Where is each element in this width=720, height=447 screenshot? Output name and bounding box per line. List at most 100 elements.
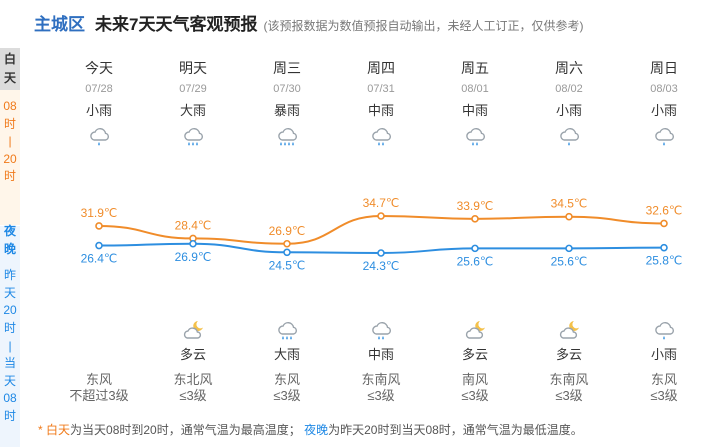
moderate-rain-icon bbox=[336, 318, 426, 342]
low-temp-label: 26.4℃ bbox=[81, 252, 118, 266]
day-weather: 小雨 bbox=[555, 103, 582, 118]
wind-level: ≤3级 bbox=[461, 388, 489, 403]
day-column: 周六 08/02 小雨 bbox=[524, 58, 614, 148]
high-temp-label: 28.4℃ bbox=[175, 218, 212, 232]
day-weather: 中雨 bbox=[461, 103, 488, 118]
day-name: 周五 bbox=[461, 60, 489, 76]
high-temp-label: 34.5℃ bbox=[551, 197, 588, 211]
partly-cloudy-night-icon bbox=[148, 318, 238, 342]
light-rain-icon bbox=[524, 124, 614, 148]
page-title: 未来7天天气客观预报 bbox=[95, 15, 258, 34]
wind-direction: 东风 bbox=[85, 372, 112, 387]
day-weather: 中雨 bbox=[367, 103, 394, 118]
night-weather: 多云 bbox=[179, 347, 206, 362]
wind-direction: 东北风 bbox=[173, 372, 213, 387]
moderate-rain-icon bbox=[430, 124, 520, 148]
rainstorm-icon bbox=[242, 124, 332, 148]
heavy-rain-icon bbox=[148, 124, 238, 148]
day-weather: 小雨 bbox=[85, 103, 112, 118]
footer-note: * 白天为当天08时到20时，通常气温为最高温度； 夜晚为昨天20时到当天08时… bbox=[38, 423, 583, 437]
date: 07/29 bbox=[179, 83, 207, 95]
day-weather: 大雨 bbox=[179, 103, 206, 118]
high-temp-point bbox=[283, 239, 291, 248]
wind-level: ≤3级 bbox=[273, 388, 301, 403]
night-column: 小雨东风 ≤3级 bbox=[619, 316, 709, 404]
day-column: 明天 07/29 大雨 bbox=[148, 58, 238, 148]
night-column: 中雨东南风 ≤3级 bbox=[336, 316, 426, 404]
footer-day-term: 白天 bbox=[46, 423, 71, 437]
high-temp-point bbox=[471, 215, 479, 223]
partly-cloudy-night-icon bbox=[430, 318, 520, 342]
wind-direction: 东南风 bbox=[361, 372, 401, 387]
night-column: 东风 不超过3级 bbox=[54, 316, 144, 404]
wind-level: ≤3级 bbox=[179, 388, 207, 403]
low-temp-label: 25.6℃ bbox=[457, 254, 494, 268]
wind-direction: 东风 bbox=[650, 372, 677, 387]
low-temp-point bbox=[660, 243, 668, 252]
wind-level: 不超过3级 bbox=[69, 388, 129, 403]
low-temp-label: 26.9℃ bbox=[175, 250, 212, 264]
day-name: 周日 bbox=[650, 60, 678, 76]
wind-level: ≤3级 bbox=[650, 388, 678, 403]
heavy-rain-icon bbox=[242, 318, 332, 342]
date: 08/02 bbox=[555, 83, 583, 95]
low-temp-point bbox=[95, 241, 103, 250]
footer-night-term: 夜晚 bbox=[304, 423, 329, 437]
day-weather: 小雨 bbox=[650, 103, 677, 118]
high-temp-point bbox=[660, 219, 668, 228]
night-column: 多云东北风 ≤3级 bbox=[148, 316, 238, 404]
page-header: 主城区 未来7天天气客观预报 (该预报数据为数值预报自动输出，未经人工订正，仅供参考… bbox=[34, 10, 584, 34]
night-side-label: 夜晚 昨 天 20 时 | 当 天 08 时 bbox=[0, 224, 20, 447]
date: 08/01 bbox=[461, 83, 489, 95]
low-temp-point bbox=[189, 239, 197, 248]
day-weather: 暴雨 bbox=[273, 103, 300, 118]
night-weather: 多云 bbox=[461, 347, 488, 362]
night-column: 多云南风 ≤3级 bbox=[430, 316, 520, 404]
night-column: 多云东南风 ≤3级 bbox=[524, 316, 614, 404]
low-temp-point bbox=[471, 244, 479, 253]
daytime-side-label: 白天 08 时 | 20 时 bbox=[0, 48, 20, 225]
night-weather: 多云 bbox=[555, 347, 582, 362]
high-temp-label: 26.9℃ bbox=[269, 224, 306, 238]
night-column: 大雨 东风 ≤3级 bbox=[242, 316, 332, 404]
day-name: 明天 bbox=[179, 60, 207, 76]
light-rain-icon bbox=[54, 124, 144, 148]
partly-cloudy-night-icon bbox=[524, 318, 614, 342]
wind-level: ≤3级 bbox=[555, 388, 583, 403]
disclaimer-note: (该预报数据为数值预报自动输出，未经人工订正，仅供参考) bbox=[263, 19, 584, 33]
low-temp-label: 25.6℃ bbox=[551, 254, 588, 268]
low-temp-point bbox=[283, 248, 291, 257]
high-temp-point bbox=[95, 222, 103, 230]
day-name: 今天 bbox=[85, 60, 113, 76]
light-rain-icon bbox=[619, 124, 709, 148]
night-weather: 中雨 bbox=[367, 347, 394, 362]
high-temp-label: 34.7℃ bbox=[363, 196, 400, 210]
low-temp-label: 25.8℃ bbox=[646, 254, 683, 268]
high-temp-point bbox=[565, 212, 573, 221]
day-name: 周六 bbox=[555, 60, 583, 76]
low-temp-point bbox=[377, 249, 385, 257]
day-column: 周四 07/31 中雨 bbox=[336, 58, 426, 148]
night-weather: 小雨 bbox=[650, 347, 677, 362]
day-column: 周五 08/01 中雨 bbox=[430, 58, 520, 148]
date: 08/03 bbox=[650, 83, 678, 95]
light-rain-icon bbox=[619, 318, 709, 342]
day-name: 周四 bbox=[367, 60, 395, 76]
low-temp-point bbox=[565, 244, 573, 253]
date: 07/31 bbox=[367, 83, 395, 95]
day-column: 周日 08/03 小雨 bbox=[619, 58, 709, 148]
date: 07/28 bbox=[85, 83, 113, 95]
date: 07/30 bbox=[273, 83, 301, 95]
wind-direction: 南风 bbox=[461, 372, 488, 387]
low-temp-label: 24.5℃ bbox=[269, 258, 306, 272]
day-column: 今天 07/28 小雨 bbox=[54, 58, 144, 148]
district-name: 主城区 bbox=[34, 15, 85, 34]
wind-level: ≤3级 bbox=[367, 388, 395, 403]
high-temp-label: 32.6℃ bbox=[646, 203, 683, 217]
high-temp-label: 31.9℃ bbox=[81, 206, 118, 220]
day-column: 周三 07/30 暴雨 bbox=[242, 58, 332, 148]
day-name: 周三 bbox=[273, 60, 301, 76]
wind-direction: 东南风 bbox=[549, 372, 589, 387]
wind-direction: 东风 bbox=[273, 372, 300, 387]
